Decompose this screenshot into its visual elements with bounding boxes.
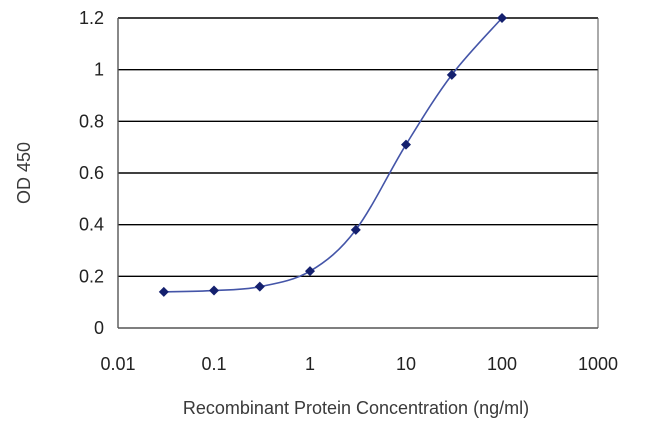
x-tick-label: 0.1 xyxy=(201,354,226,374)
y-tick-label: 0.6 xyxy=(79,163,104,183)
y-tick-label: 1.2 xyxy=(79,8,104,28)
data-point xyxy=(497,13,507,23)
x-axis-title: Recombinant Protein Concentration (ng/ml… xyxy=(183,398,529,418)
grid-lines xyxy=(118,17,598,278)
x-tick-labels: 0.01 0.1 1 10 100 1000 xyxy=(100,354,618,374)
x-tick-label: 10 xyxy=(396,354,416,374)
x-tick-label: 0.01 xyxy=(100,354,135,374)
y-tick-labels: 0 0.2 0.4 0.6 0.8 1 1.2 xyxy=(79,8,104,338)
y-tick-label: 0 xyxy=(94,318,104,338)
y-tick-label: 0.2 xyxy=(79,266,104,286)
data-points xyxy=(158,13,507,297)
y-tick-label: 1 xyxy=(94,60,104,80)
data-point xyxy=(350,224,361,235)
data-point xyxy=(305,266,315,277)
y-tick-label: 0.4 xyxy=(79,215,104,235)
data-point xyxy=(446,69,457,80)
x-tick-label: 1 xyxy=(305,354,315,374)
x-tick-label: 100 xyxy=(487,354,517,374)
x-tick-label: 1000 xyxy=(578,354,618,374)
data-point xyxy=(401,139,411,150)
data-point xyxy=(254,281,265,292)
data-point xyxy=(209,285,219,296)
y-tick-label: 0.8 xyxy=(79,111,104,131)
series-line xyxy=(163,17,503,293)
axes xyxy=(117,18,599,329)
data-point xyxy=(158,286,169,297)
y-axis-title: OD 450 xyxy=(14,142,34,204)
